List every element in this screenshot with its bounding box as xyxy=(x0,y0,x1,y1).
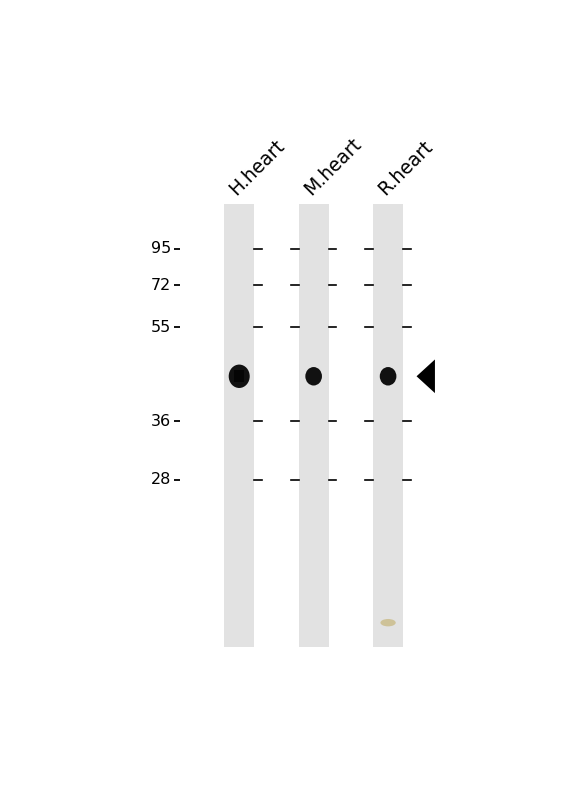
Bar xyxy=(234,370,245,382)
Polygon shape xyxy=(416,359,435,393)
Text: 55: 55 xyxy=(151,319,171,334)
Ellipse shape xyxy=(305,367,322,386)
Text: 36: 36 xyxy=(151,414,171,429)
Text: 28: 28 xyxy=(151,472,171,487)
Ellipse shape xyxy=(380,367,397,386)
Bar xyxy=(224,204,254,647)
Text: M.heart: M.heart xyxy=(300,134,365,199)
Text: 95: 95 xyxy=(151,242,171,256)
Text: 72: 72 xyxy=(151,278,171,293)
Text: H.heart: H.heart xyxy=(226,136,289,199)
Text: R.heart: R.heart xyxy=(375,137,437,199)
Bar xyxy=(373,204,403,647)
Bar xyxy=(299,204,328,647)
Ellipse shape xyxy=(380,619,395,626)
Ellipse shape xyxy=(229,365,250,388)
